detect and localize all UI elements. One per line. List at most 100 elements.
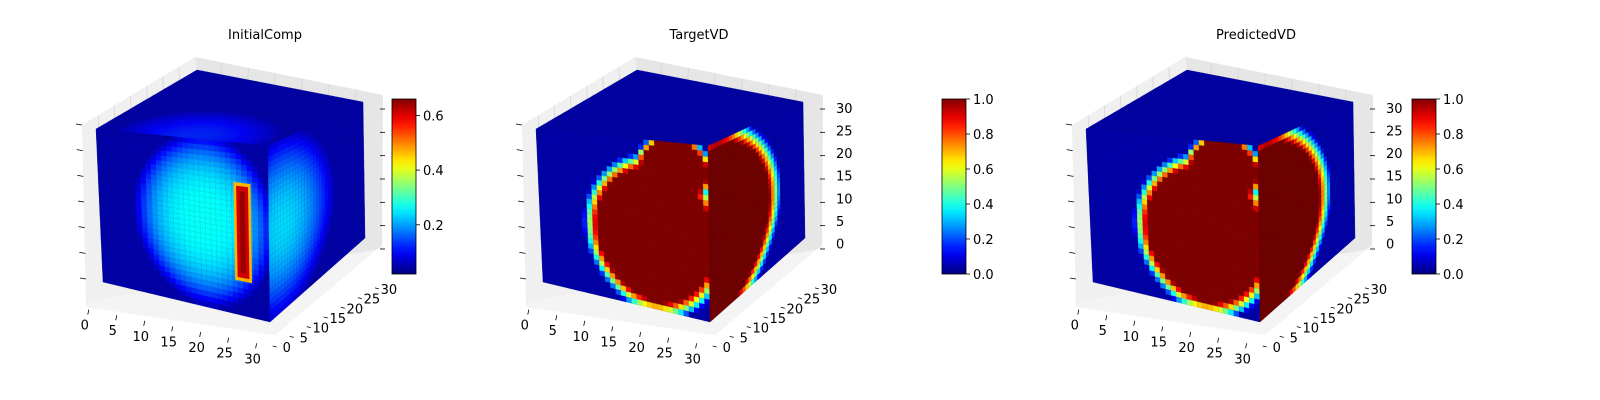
voxel: [149, 134, 156, 141]
voxel: [208, 140, 215, 147]
voxel: [612, 171, 618, 179]
voxel: [182, 178, 189, 185]
voxel: [160, 145, 167, 152]
voxel: [569, 161, 576, 168]
x-tick-label: 30: [244, 352, 261, 367]
voxel: [230, 163, 237, 170]
voxel: [616, 141, 623, 148]
voxel: [605, 140, 612, 147]
voxel: [101, 143, 108, 150]
voxel: [166, 156, 173, 163]
voxel: [241, 175, 248, 182]
voxel: [563, 160, 570, 167]
voxel: [171, 146, 178, 153]
voxel: [262, 167, 269, 174]
voxel: [226, 205, 232, 212]
x-tick-label: 15: [160, 335, 177, 350]
voxel: [198, 175, 205, 182]
voxel: [144, 138, 151, 145]
voxel: [241, 148, 247, 155]
voxel: [151, 179, 157, 186]
left-tick: [75, 123, 83, 126]
voxel: [193, 159, 199, 166]
voxel: [236, 174, 242, 182]
voxel: [155, 144, 162, 151]
voxel: [563, 146, 570, 153]
voxel: [251, 160, 258, 167]
voxel: [176, 147, 183, 154]
voxel: [95, 128, 102, 135]
voxel: [547, 154, 554, 160]
voxel: [160, 140, 167, 147]
voxel: [214, 166, 221, 174]
voxel: [160, 135, 167, 142]
voxel: [209, 161, 215, 168]
voxel: [96, 138, 103, 145]
voxel: [117, 145, 124, 152]
voxel: [617, 157, 623, 164]
voxel: [107, 139, 113, 146]
y-tick: [340, 306, 345, 309]
voxel: [611, 146, 618, 153]
voxel: [616, 136, 623, 143]
voxel: [118, 160, 125, 167]
x-tick: [199, 331, 202, 338]
voxel: [111, 130, 118, 137]
voxel: [219, 146, 226, 153]
voxel: [621, 142, 628, 149]
voxel: [224, 141, 231, 148]
y-tick-label: 10: [312, 322, 329, 337]
voxel: [134, 167, 141, 174]
voxel: [197, 138, 204, 146]
x-tick: [87, 309, 90, 315]
voxel: [579, 162, 586, 169]
voxel: [129, 161, 136, 168]
voxel: [204, 191, 211, 199]
voxel: [117, 130, 124, 137]
voxel: [568, 136, 575, 143]
voxel: [188, 179, 195, 186]
voxel: [241, 159, 247, 166]
left-tick: [77, 174, 84, 177]
voxel: [536, 133, 542, 140]
voxel: [574, 147, 580, 154]
voxel: [246, 154, 253, 161]
voxel: [573, 142, 580, 149]
voxel: [139, 157, 146, 164]
voxel: [214, 161, 221, 168]
voxel: [138, 133, 145, 139]
voxel: [252, 171, 258, 178]
x-tick-label: 20: [188, 341, 205, 356]
y-tick-label: 25: [364, 293, 381, 308]
voxel: [236, 169, 242, 176]
voxel: [214, 140, 220, 147]
voxel: [262, 178, 269, 185]
voxel: [128, 132, 134, 138]
voxel: [107, 149, 114, 155]
voxel: [96, 143, 103, 149]
voxel: [611, 136, 617, 143]
voxel: [220, 178, 226, 185]
voxel: [156, 169, 162, 177]
voxel: [557, 135, 564, 142]
voxel: [150, 154, 157, 161]
voxel: [165, 135, 172, 142]
y-tick: [306, 326, 311, 329]
voxel: [192, 138, 199, 145]
voxel: [106, 129, 113, 136]
voxel: [611, 141, 618, 148]
voxel: [263, 216, 270, 224]
voxel: [181, 137, 188, 144]
voxel: [149, 144, 156, 151]
voxel: [193, 179, 200, 187]
voxel: [204, 186, 211, 193]
voxel: [166, 145, 172, 152]
voxel: [118, 150, 124, 157]
voxel: [123, 146, 130, 153]
voxel: [112, 135, 119, 142]
voxel: [220, 172, 226, 180]
voxel: [574, 152, 581, 159]
voxel: [144, 133, 151, 140]
voxel: [209, 166, 216, 173]
